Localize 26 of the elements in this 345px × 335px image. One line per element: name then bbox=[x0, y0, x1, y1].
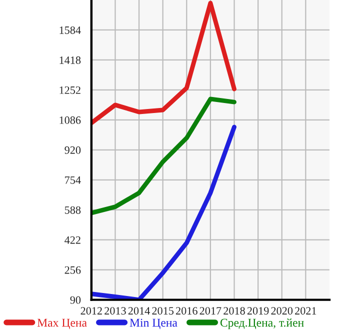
y-tick-label: 754 bbox=[65, 176, 81, 184]
y-tick-label: 90 bbox=[70, 296, 81, 304]
x-tick-label: 2012 bbox=[80, 307, 102, 315]
y-tick-label: 422 bbox=[64, 236, 80, 244]
y-tick-label: 920 bbox=[64, 146, 81, 154]
y-tick-label: 1584 bbox=[60, 26, 81, 34]
legend-label: Сред.Цена, т.йен bbox=[220, 318, 304, 330]
x-tick-label: 2013 bbox=[104, 307, 126, 315]
x-tick-label: 2015 bbox=[152, 307, 174, 315]
line-series bbox=[91, 124, 236, 300]
y-tick-label: 1252 bbox=[60, 86, 80, 94]
legend-label: Max Цена bbox=[37, 318, 87, 330]
y-tick-label: 1418 bbox=[60, 56, 81, 64]
line-series bbox=[91, 0, 236, 126]
x-tick-label: 2018 bbox=[224, 307, 245, 315]
y-tick-label: 256 bbox=[64, 266, 81, 274]
x-tick-label: 2021 bbox=[295, 307, 316, 315]
line-series bbox=[91, 96, 236, 216]
y-tick-label: 1086 bbox=[60, 116, 81, 124]
x-tick-label: 2017 bbox=[200, 307, 222, 315]
x-tick-label: 2020 bbox=[271, 307, 293, 315]
x-tick-label: 2019 bbox=[247, 307, 269, 315]
x-tick-label: 2014 bbox=[128, 307, 150, 315]
legend-label: Min Цена bbox=[130, 318, 178, 330]
y-tick-label: 588 bbox=[64, 206, 81, 214]
x-tick-label: 2016 bbox=[176, 307, 198, 315]
